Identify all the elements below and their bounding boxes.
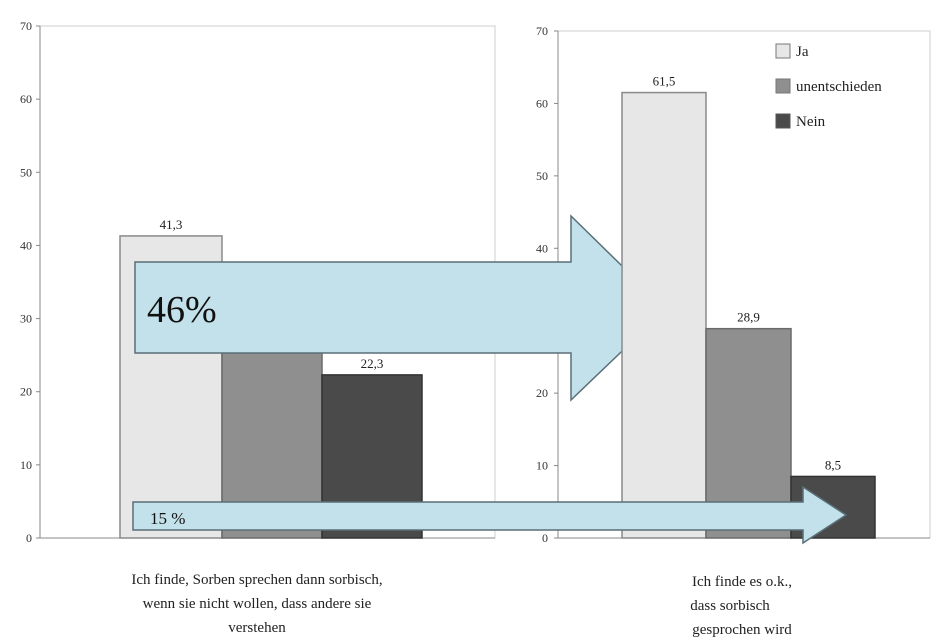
right-bar-ja <box>621 91 707 539</box>
right-tick-label: 10 <box>536 459 548 473</box>
left-caption-line-3: verstehen <box>228 620 286 636</box>
right-bar-value-nein: 8,5 <box>825 457 841 472</box>
left-tick-label: 20 <box>20 385 32 399</box>
left-tick-label: 30 <box>20 312 32 326</box>
left-caption-line-2: wenn sie nicht wollen, dass andere sie <box>143 596 372 612</box>
right-tick-label: 60 <box>536 96 548 110</box>
right-bars: 61,5 28,9 8,5 <box>621 74 876 539</box>
left-caption-line-1: Ich finde, Sorben sprechen dann sorbisch… <box>131 572 382 588</box>
legend-label-unentschieden: unentschieden <box>796 79 882 95</box>
right-caption-line-3: gesprochen wird <box>692 622 792 638</box>
right-tick-label: 50 <box>536 169 548 183</box>
legend-label-ja: Ja <box>796 44 809 60</box>
left-tick-label: 10 <box>20 458 32 472</box>
right-tick-label: 70 <box>536 24 548 38</box>
right-caption-line-2: dass sorbisch <box>690 598 770 614</box>
right-bar-value-ja: 61,5 <box>653 74 676 89</box>
big-arrow <box>134 214 668 402</box>
small-arrow <box>132 485 848 545</box>
right-tick-label: 40 <box>536 241 548 255</box>
left-tick-label: 60 <box>20 92 32 106</box>
right-tick-label: 0 <box>542 531 548 545</box>
left-tick-label: 50 <box>20 165 32 179</box>
right-bar-value-unentschieden: 28,9 <box>737 310 760 325</box>
legend-swatch-ja <box>775 43 791 59</box>
left-tick-label: 40 <box>20 238 32 252</box>
left-bar-value-ja: 41,3 <box>160 217 183 232</box>
legend-swatch-unentschieden <box>775 78 791 94</box>
left-tick-label: 0 <box>26 531 32 545</box>
small-arrow-label: 15 % <box>150 509 185 528</box>
legend-label-nein: Nein <box>796 114 826 130</box>
legend: Ja unentschieden Nein <box>775 43 882 130</box>
left-bar-value-nein: 22,3 <box>361 356 384 371</box>
legend-swatch-nein <box>775 113 791 129</box>
right-caption-line-1: Ich finde es o.k., <box>692 574 792 590</box>
right-tick-label: 20 <box>536 386 548 400</box>
big-arrow-label: 46% <box>147 289 217 331</box>
left-tick-label: 70 <box>20 19 32 33</box>
